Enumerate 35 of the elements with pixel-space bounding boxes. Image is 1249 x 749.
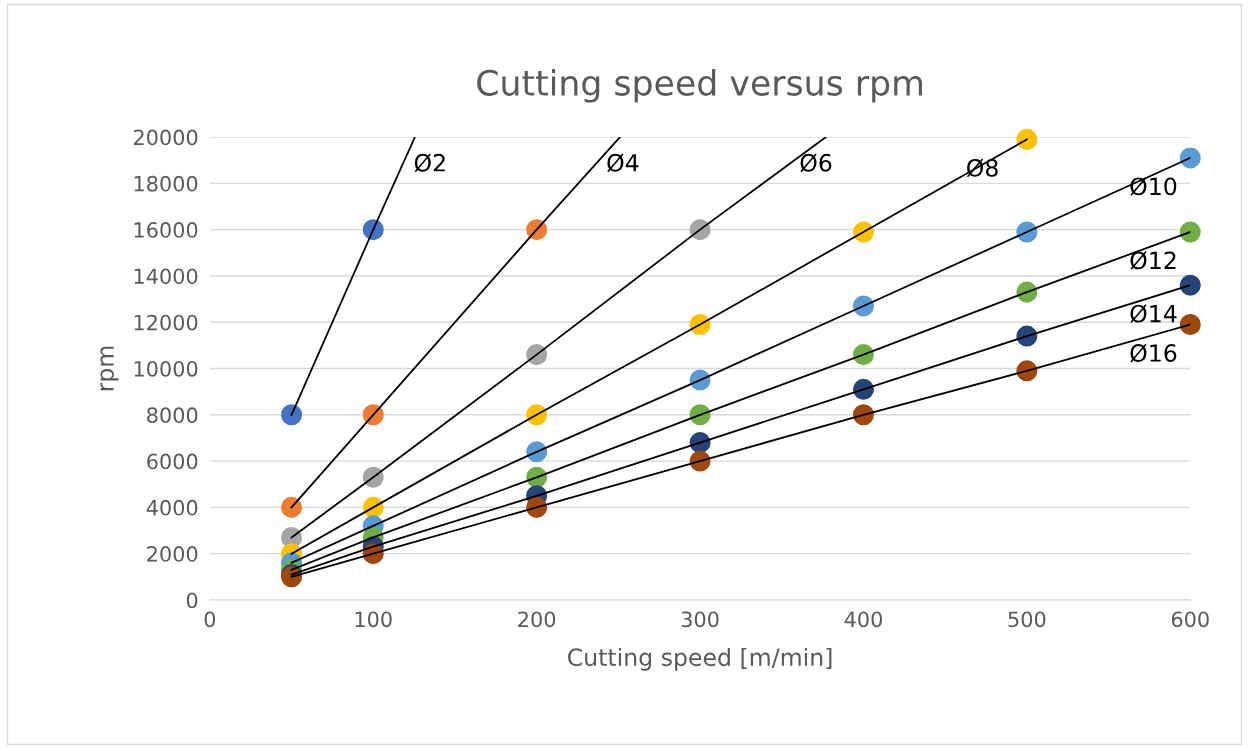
point [1179,314,1201,336]
point [1179,147,1201,169]
series-label: Ø12 [1130,251,1176,270]
point [1179,274,1201,296]
x-tick-label: 500 [1008,611,1046,628]
series-label: Ø16 [1130,343,1177,363]
y-tick-label: 4000 [146,499,198,516]
y-tick-label: 10000 [134,360,198,377]
series-label: Ø4 [607,153,639,173]
y-tick-label: 12000 [134,314,198,331]
y-tick-label: 2000 [147,546,198,562]
series-label: Ø2 [414,153,445,173]
point [1016,128,1038,150]
x-tick-label: 600 [1171,611,1209,628]
x-tick-label: 400 [844,611,882,628]
y-tick-label: 0 [186,592,198,609]
y-tick-label: 14000 [134,268,198,285]
series-label: Ø6 [800,153,832,173]
x-tick-label: 0 [204,611,216,628]
x-tick-label: 100 [355,611,392,628]
x-tick-label: 300 [681,611,719,628]
series-label: Ø14 [1130,304,1177,324]
point [1179,221,1201,243]
x-axis-title: Cutting speed [m/min] [568,647,832,671]
y-tick-label: 16000 [134,222,198,238]
y-tick-label: 6000 [147,453,198,470]
y-tick-label: 18000 [134,175,198,192]
x-tick-label: 200 [518,611,556,628]
y-axis-title: rpm [100,346,119,391]
point [281,404,303,426]
chart-title: Cutting speed versus rpm [477,69,922,103]
point [281,496,303,518]
series-label: Ø10 [1130,176,1177,196]
y-tick-label: 8000 [147,407,198,424]
y-tick-label: 20000 [133,129,198,146]
